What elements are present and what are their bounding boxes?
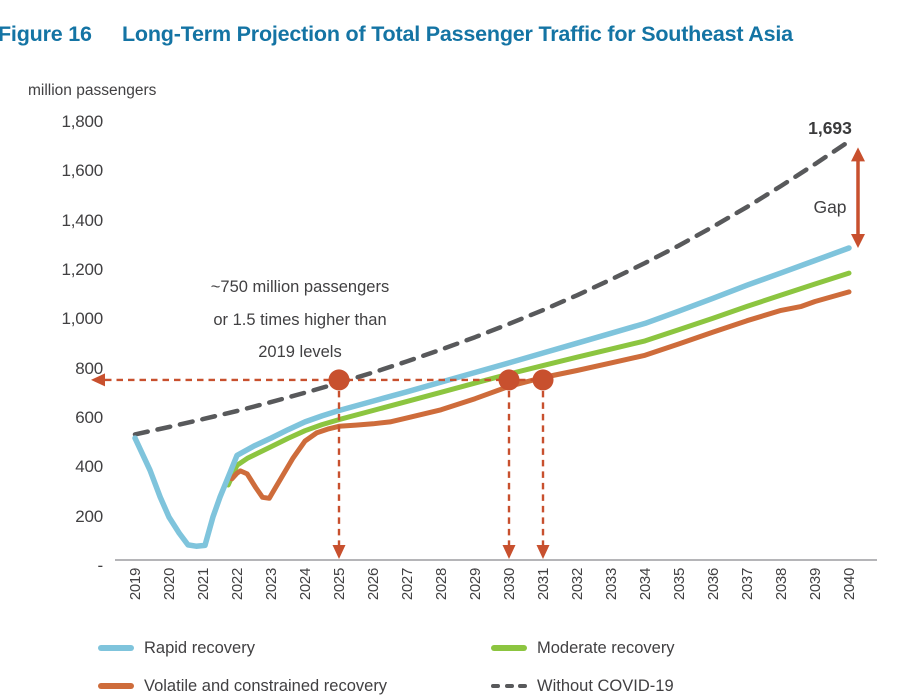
- down-arrowhead-icon: [536, 545, 550, 559]
- volatile-recovery-swatch: [98, 682, 134, 690]
- x-tick-label: 2029: [466, 568, 484, 601]
- reference-marker-dot: [328, 369, 350, 391]
- x-tick-label: 2019: [126, 568, 144, 601]
- x-tick-label: 2039: [806, 568, 824, 601]
- legend-item-moderate-recovery: Moderate recovery: [491, 638, 675, 658]
- legend-label: Volatile and constrained recovery: [144, 676, 388, 695]
- series-line-moderate-recovery: [225, 270, 852, 488]
- x-tick-label: 2034: [636, 568, 654, 601]
- annotation-line-3: 2019 levels: [258, 343, 342, 361]
- annotation-line-1: ~750 million passengers: [210, 278, 390, 296]
- x-tick-label: 2033: [602, 568, 620, 601]
- up-arrowhead-icon: [851, 147, 865, 162]
- left-arrowhead-icon: [91, 373, 105, 387]
- x-tick-label: 2025: [330, 568, 348, 601]
- legend-item-rapid-recovery: Rapid recovery: [98, 638, 255, 658]
- series-line-without-covid-19: [132, 139, 852, 437]
- y-axis-unit-label: million passengers: [28, 82, 157, 99]
- x-tick-label: 2026: [364, 568, 382, 601]
- y-tick-label: 1,200: [61, 260, 103, 279]
- y-tick-label: 400: [75, 457, 103, 477]
- x-tick-label: 2028: [432, 568, 450, 601]
- annotation-line-2: or 1.5 times higher than: [213, 310, 387, 329]
- series-line-rapid-recovery: [132, 245, 852, 549]
- y-tick-label: 1,000: [61, 309, 103, 329]
- down-arrowhead-icon: [851, 233, 865, 248]
- down-arrowhead-icon: [332, 545, 346, 559]
- down-arrowhead-icon: [502, 545, 516, 559]
- x-tick-label: 2032: [568, 568, 586, 601]
- rapid-recovery-swatch: [98, 644, 134, 652]
- x-tick-label: 2023: [262, 568, 280, 601]
- x-tick-label: 2024: [296, 568, 314, 601]
- reference-marker-dot: [498, 369, 520, 391]
- page-title: Long-Term Projection of Total Passenger …: [122, 22, 793, 46]
- moderate-recovery-swatch: [491, 644, 527, 652]
- x-tick-label: 2036: [704, 568, 722, 601]
- legend-label: Moderate recovery: [537, 638, 675, 657]
- y-tick-label: 1,800: [61, 112, 103, 131]
- figure-label: Figure 16: [0, 22, 92, 46]
- series-line-volatile-and-constrained-recovery: [229, 289, 852, 501]
- x-tick-label: 2038: [772, 568, 790, 601]
- x-tick-label: 2027: [398, 568, 416, 601]
- y-tick-label: 200: [75, 506, 103, 526]
- gap-label: Gap: [813, 197, 847, 217]
- x-tick-label: 2037: [738, 568, 756, 601]
- y-tick-label: -: [97, 556, 104, 575]
- x-tick-label: 2020: [160, 568, 178, 601]
- x-tick-label: 2040: [840, 568, 858, 601]
- endpoint-value-label: 1,693: [808, 118, 852, 138]
- annotation-callout: ~750 million passengers or 1.5 times hig…: [190, 271, 410, 369]
- y-tick-label: 600: [75, 408, 103, 427]
- reference-marker-dot: [532, 369, 554, 391]
- legend-label: Without COVID-19: [537, 676, 674, 695]
- x-tick-label: 2035: [670, 568, 688, 601]
- x-tick-label: 2021: [194, 568, 212, 601]
- x-tick-label: 2031: [534, 568, 552, 601]
- x-tick-label: 2022: [228, 568, 246, 601]
- legend-item-volatile-recovery: Volatile and constrained recovery: [98, 676, 387, 696]
- x-tick-label: 2030: [500, 568, 518, 601]
- legend-item-without-covid: Without COVID-19: [491, 676, 674, 696]
- legend-label: Rapid recovery: [144, 638, 255, 657]
- without-covid-dashed-swatch: [491, 683, 527, 690]
- y-tick-label: 1,400: [61, 210, 103, 230]
- y-tick-label: 1,600: [61, 161, 103, 181]
- y-tick-label: 800: [75, 358, 103, 378]
